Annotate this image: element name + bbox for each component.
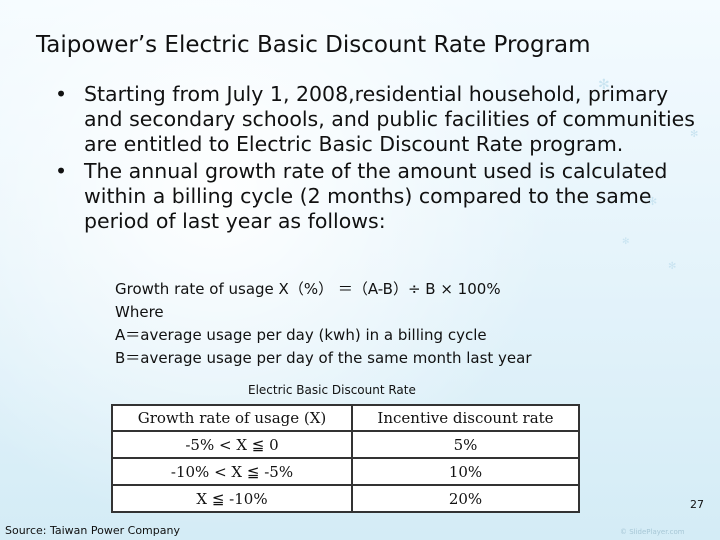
bullet-marker: •	[55, 159, 68, 183]
snowflake-decoration-icon: ✻	[622, 237, 630, 247]
growth-rate-cell: -10% < X ≦ -5%	[111, 457, 353, 486]
discount-rate-cell: 10%	[351, 457, 580, 486]
formula-definition-b: B＝average usage per day of the same mont…	[115, 349, 532, 367]
snowflake-decoration-icon: ✻	[648, 195, 658, 208]
table-row: -5% < X ≦ 0 5%	[111, 430, 580, 459]
growth-rate-cell: -5% < X ≦ 0	[111, 430, 353, 459]
discount-rate-cell: 5%	[351, 430, 580, 459]
formula-definition-a: A＝average usage per day (kwh) in a billi…	[115, 326, 487, 344]
bullet-item: • Starting from July 1, 2008,residential…	[55, 82, 695, 157]
column-header: Growth rate of usage (X)	[111, 404, 353, 432]
table-row: -10% < X ≦ -5% 10%	[111, 457, 580, 486]
formula-block: Growth rate of usage X（%） ＝（A-B）÷ B × 10…	[115, 278, 675, 370]
bullet-item: • The annual growth rate of the amount u…	[55, 159, 695, 234]
page-number: 27	[690, 498, 704, 511]
snowflake-decoration-icon: ✻	[598, 77, 610, 93]
bullet-list: • Starting from July 1, 2008,residential…	[55, 82, 695, 234]
discount-rate-cell: 20%	[351, 484, 580, 513]
watermark: © SlidePlayer.com	[620, 528, 685, 536]
snowflake-decoration-icon: ✻	[690, 129, 699, 140]
source-note: Source: Taiwan Power Company	[5, 524, 180, 537]
bullet-text: Starting from July 1, 2008,residential h…	[84, 82, 695, 156]
bullet-text: The annual growth rate of the amount use…	[84, 159, 668, 233]
snowflake-decoration-icon: ✻	[668, 261, 677, 272]
formula-equation: Growth rate of usage X（%） ＝（A-B）÷ B × 10…	[115, 280, 501, 298]
column-header: Incentive discount rate	[351, 404, 580, 432]
formula-where: Where	[115, 303, 164, 321]
bullet-marker: •	[55, 82, 68, 106]
growth-rate-cell: X ≦ -10%	[111, 484, 353, 513]
table-header-row: Growth rate of usage (X) Incentive disco…	[111, 404, 580, 432]
slide-title: Taipower’s Electric Basic Discount Rate …	[36, 32, 591, 58]
table-row: X ≦ -10% 20%	[111, 484, 580, 513]
discount-rate-table: Growth rate of usage (X) Incentive disco…	[111, 404, 580, 513]
table-caption: Electric Basic Discount Rate	[248, 383, 416, 397]
